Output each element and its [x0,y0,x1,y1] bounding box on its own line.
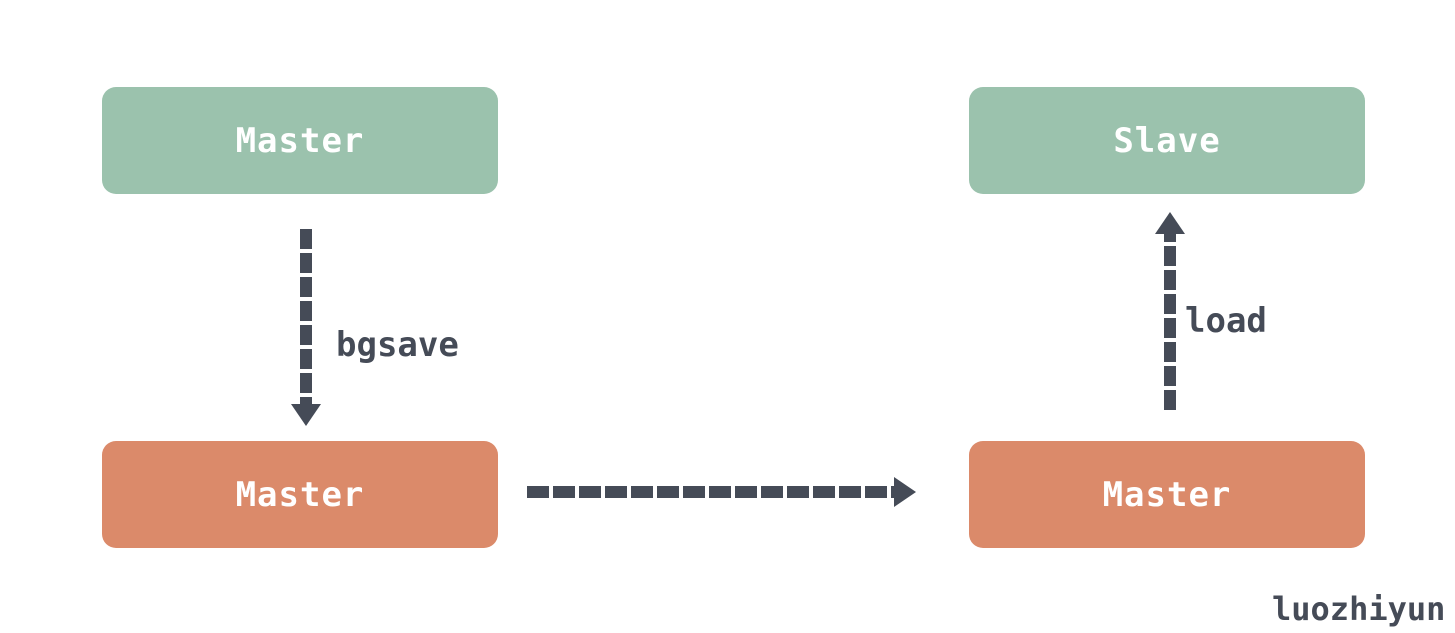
master-node-bottom-right: Master [969,441,1365,548]
load-arrow-head [1155,212,1185,234]
slave-node-top: Slave [969,87,1365,194]
bgsave-label: bgsave [336,325,459,365]
watermark: luozhiyun [1272,590,1446,628]
load-label: load [1185,301,1267,341]
master-node-bottom-left: Master [102,441,498,548]
transfer-arrow-head [894,477,916,507]
bgsave-arrow-head [291,404,321,426]
transfer-arrow [527,477,916,507]
master-node-top: Master [102,87,498,194]
bgsave-arrow [291,229,321,426]
load-arrow [1155,212,1185,410]
